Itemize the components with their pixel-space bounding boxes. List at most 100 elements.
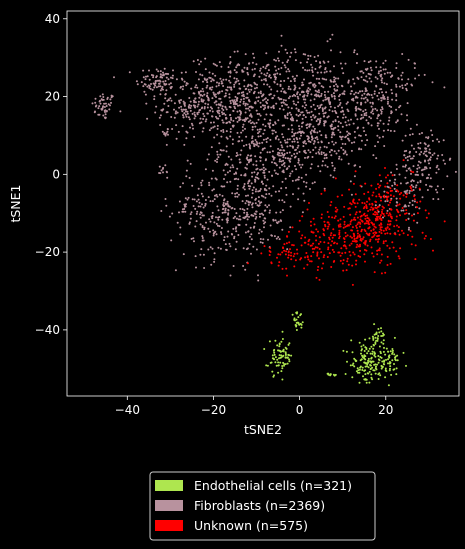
scatter-points [91, 33, 457, 387]
point [374, 145, 377, 148]
point [291, 135, 294, 138]
point [359, 134, 362, 137]
point [308, 238, 311, 241]
point [363, 206, 366, 208]
point [410, 187, 412, 190]
point [316, 269, 319, 271]
point [209, 246, 212, 249]
point [243, 211, 246, 214]
point [293, 138, 295, 141]
point [288, 342, 291, 345]
point [412, 219, 415, 222]
point [415, 123, 418, 126]
point [407, 228, 410, 231]
point [365, 89, 368, 92]
point [330, 201, 333, 203]
point [369, 66, 372, 69]
point [372, 369, 375, 372]
point [370, 206, 373, 209]
point [154, 111, 157, 114]
point [204, 57, 207, 60]
x-tick-label: −40 [115, 403, 140, 417]
point [199, 216, 202, 219]
point [236, 64, 239, 67]
point [399, 197, 402, 200]
point [211, 215, 214, 217]
point [276, 256, 278, 259]
point [286, 235, 289, 238]
point [296, 248, 298, 251]
point [398, 106, 401, 109]
point [266, 364, 269, 367]
point [173, 108, 175, 111]
point [320, 71, 323, 74]
point [344, 143, 347, 145]
point [259, 159, 262, 162]
point [263, 188, 266, 191]
point [210, 177, 213, 180]
point [277, 59, 280, 62]
point [416, 170, 419, 173]
point [264, 78, 267, 80]
point [400, 191, 403, 194]
point [362, 375, 364, 378]
point [395, 108, 398, 111]
point [385, 176, 387, 179]
point [306, 208, 309, 211]
point [283, 364, 285, 367]
point [314, 246, 317, 249]
point [291, 75, 294, 78]
point [364, 230, 367, 233]
point [340, 110, 343, 113]
point [221, 82, 224, 85]
point [243, 79, 246, 82]
point [226, 89, 229, 92]
point [375, 332, 378, 335]
point [387, 195, 390, 198]
point [281, 133, 284, 136]
point [248, 187, 251, 190]
point [319, 146, 322, 149]
point [368, 77, 371, 80]
point [395, 93, 398, 96]
point [201, 94, 204, 97]
point [418, 207, 421, 210]
point [113, 76, 115, 79]
point [246, 67, 249, 69]
point [387, 358, 389, 361]
point [203, 107, 206, 110]
point [410, 180, 413, 183]
point [318, 236, 321, 239]
point [286, 248, 289, 251]
point [280, 67, 283, 69]
point [293, 84, 296, 87]
point [293, 153, 296, 155]
point [184, 113, 187, 116]
point [99, 95, 102, 98]
point [353, 365, 356, 368]
point [371, 96, 374, 99]
point [350, 219, 353, 222]
point [221, 194, 224, 197]
point [236, 110, 239, 113]
point [259, 67, 262, 70]
point [343, 205, 346, 208]
point [195, 200, 198, 203]
point [366, 372, 369, 375]
point [354, 205, 357, 208]
point [331, 110, 334, 113]
point [395, 95, 398, 97]
point [389, 367, 391, 370]
point [316, 131, 319, 134]
point [327, 60, 330, 63]
point [405, 169, 408, 172]
point [384, 271, 387, 274]
point [222, 131, 225, 133]
point [196, 113, 199, 116]
point [321, 107, 324, 110]
point [298, 219, 301, 222]
point [360, 239, 363, 242]
point [180, 85, 182, 88]
point [160, 109, 163, 112]
point [299, 322, 302, 325]
